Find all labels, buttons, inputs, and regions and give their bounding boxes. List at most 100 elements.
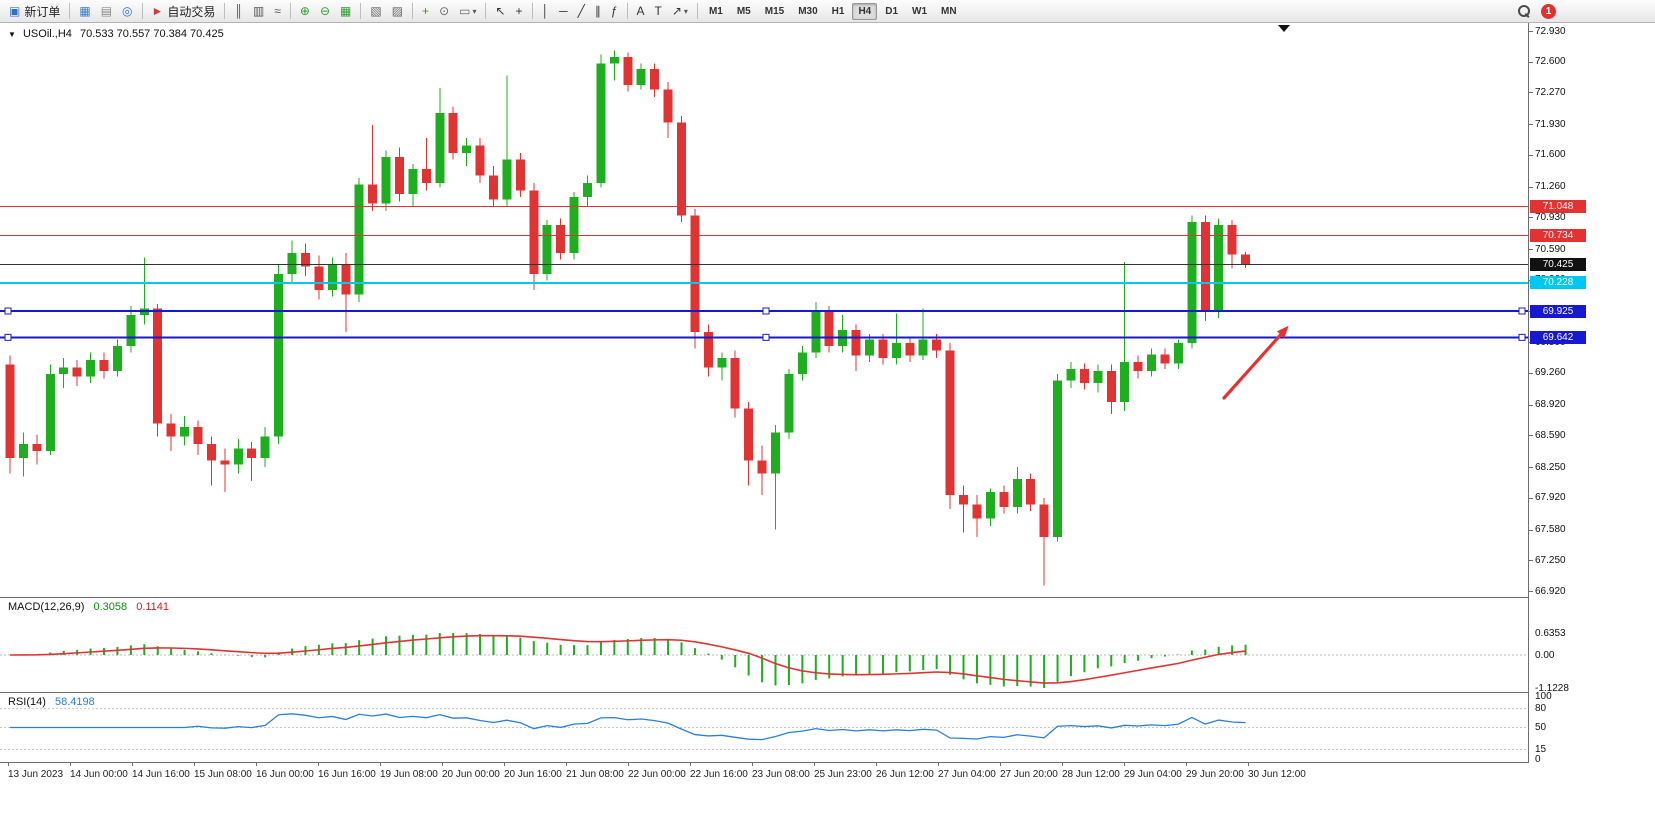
text-button[interactable]: T [651, 2, 666, 21]
rsi-line [10, 713, 1246, 741]
panel-separator[interactable] [0, 692, 1655, 693]
time-tick-label: 26 Jun 12:00 [876, 769, 934, 780]
rsi-panel[interactable] [0, 693, 1528, 762]
bear-candle [999, 492, 1009, 508]
notification-badge[interactable]: 1 [1541, 3, 1556, 19]
crosshair-button[interactable]: + [512, 2, 527, 21]
zoom-out-button[interactable]: ⊖ [316, 2, 334, 21]
rsi-axis-label: 100 [1535, 690, 1552, 702]
time-tick-label: 25 Jun 23:00 [814, 769, 872, 780]
macd-panel[interactable] [0, 598, 1528, 692]
auto-trading-button[interactable]: ► 自动交易 [148, 2, 220, 21]
bull-candle [1053, 380, 1063, 537]
bear-candle [448, 112, 458, 154]
time-tick-label: 23 Jun 08:00 [752, 769, 810, 780]
time-tick-label: 20 Jun 00:00 [442, 769, 500, 780]
cursor-icon: ↖ [495, 4, 506, 18]
candle-chart-type-button[interactable]: ▥ [249, 2, 268, 21]
line-selection-handle[interactable] [1518, 307, 1526, 315]
periods-button[interactable]: ⊙ [435, 2, 453, 21]
line-selection-handle[interactable] [1518, 333, 1526, 341]
time-tick-mark [194, 763, 195, 766]
price-tick-mark [1529, 61, 1533, 63]
line-selection-handle[interactable] [762, 333, 770, 341]
chart-shift-marker-icon[interactable] [1278, 25, 1290, 32]
price-axis[interactable]: 72.930 72.600 72.270 71.930 71.600 71.260 70.9… [1528, 23, 1655, 765]
new-order-button[interactable]: ▣ 新订单 [5, 2, 64, 21]
bar-chart-type-button[interactable]: ║ [230, 2, 247, 21]
search-icon[interactable] [1518, 4, 1531, 18]
profiles-button[interactable]: ▤ [97, 2, 116, 21]
trend-arrow-head[interactable] [1276, 325, 1289, 339]
timeframe-mn-button[interactable]: MN [941, 5, 957, 17]
bear-candle [690, 215, 700, 332]
trendline-button[interactable]: ╱ [574, 2, 589, 21]
vertical-line-button[interactable]: │ [538, 2, 554, 21]
cursor-button[interactable]: ↖ [491, 2, 509, 21]
bear-candle [99, 359, 109, 372]
time-tick-mark [690, 763, 691, 766]
time-tick-label: 14 Jun 00:00 [70, 769, 128, 780]
price-tick-mark [1529, 404, 1533, 406]
panel-separator[interactable] [0, 597, 1655, 598]
bull-candle [1066, 369, 1076, 381]
timeframe-h1-button[interactable]: H1 [831, 5, 845, 17]
bear-candle [247, 448, 257, 458]
channel-button[interactable]: ∥ [591, 2, 605, 21]
line-selection-handle[interactable] [762, 307, 770, 315]
auto-scroll-button[interactable]: ▧ [366, 2, 385, 21]
bull-candle [1173, 343, 1183, 364]
bear-candle [1133, 361, 1143, 372]
timeframe-m5-button[interactable]: M5 [736, 5, 751, 17]
timeframe-m1-button[interactable]: M1 [708, 5, 723, 17]
timeframe-w1-button[interactable]: W1 [912, 5, 928, 17]
toolbar-separator [289, 3, 291, 19]
timeframe-m15-button[interactable]: M15 [764, 5, 785, 17]
timeframe-h4-button[interactable]: H4 [852, 2, 878, 20]
market-watch-icon: ◎ [122, 4, 133, 18]
trend-arrow[interactable] [1222, 329, 1286, 400]
chart-window-button[interactable]: ▦ [75, 2, 94, 21]
dropdown-caret-icon: ▾ [472, 6, 477, 16]
bear-candle [663, 89, 673, 123]
macd-label: MACD(12,26,9) 0.3058 0.1141 [8, 601, 175, 613]
bear-candle [193, 427, 203, 444]
line-selection-handle[interactable] [4, 307, 12, 315]
bear-candle [932, 339, 942, 351]
line-selection-handle[interactable] [4, 333, 12, 341]
time-tick-label: 16 Jun 16:00 [318, 769, 376, 780]
templates-button[interactable]: ▭ ▾ [455, 2, 480, 21]
chart-shift-button[interactable]: ▨ [388, 2, 407, 21]
bear-candle [488, 175, 498, 200]
time-axis[interactable]: 13 Jun 2023 14 Jun 00:00 14 Jun 16:00 15 Ju… [0, 763, 1655, 785]
bear-candle [529, 190, 539, 275]
tile-windows-button[interactable]: ▦ [336, 2, 355, 21]
time-tick-label: 27 Jun 04:00 [938, 769, 996, 780]
arrows-menu-button[interactable]: ↗ ▾ [668, 2, 692, 21]
horizontal-line-button[interactable]: ─ [555, 2, 572, 21]
bull-candle [502, 159, 512, 200]
price-tick-label: 68.920 [1535, 399, 1566, 411]
line-chart-type-button[interactable]: ≈ [270, 2, 285, 21]
fibonacci-button[interactable]: ƒ [607, 2, 622, 21]
bull-candle [435, 112, 445, 183]
bull-candle [45, 373, 55, 452]
timeframe-d1-button[interactable]: D1 [885, 5, 899, 17]
market-watch-button[interactable]: ◎ [118, 2, 136, 21]
candlestick-chart[interactable] [0, 23, 1528, 597]
bear-candle [166, 423, 176, 437]
time-tick-label: 16 Jun 00:00 [256, 769, 314, 780]
time-tick-label: 22 Jun 16:00 [690, 769, 748, 780]
collapse-triangle-icon[interactable]: ▼ [8, 30, 16, 39]
chart-shift-icon: ▨ [391, 4, 404, 18]
add-indicator-button[interactable]: + [418, 2, 433, 21]
plus-icon: + [422, 4, 430, 18]
arrow-label-button[interactable]: A [633, 2, 649, 21]
time-tick-label: 19 Jun 08:00 [380, 769, 438, 780]
panel-separator[interactable] [0, 762, 1655, 763]
bear-candle [220, 460, 230, 465]
timeframe-m30-button[interactable]: M30 [798, 5, 818, 17]
zoom-in-button[interactable]: ⊕ [296, 2, 314, 21]
bear-candle [945, 350, 955, 496]
bull-candle [1120, 361, 1130, 402]
